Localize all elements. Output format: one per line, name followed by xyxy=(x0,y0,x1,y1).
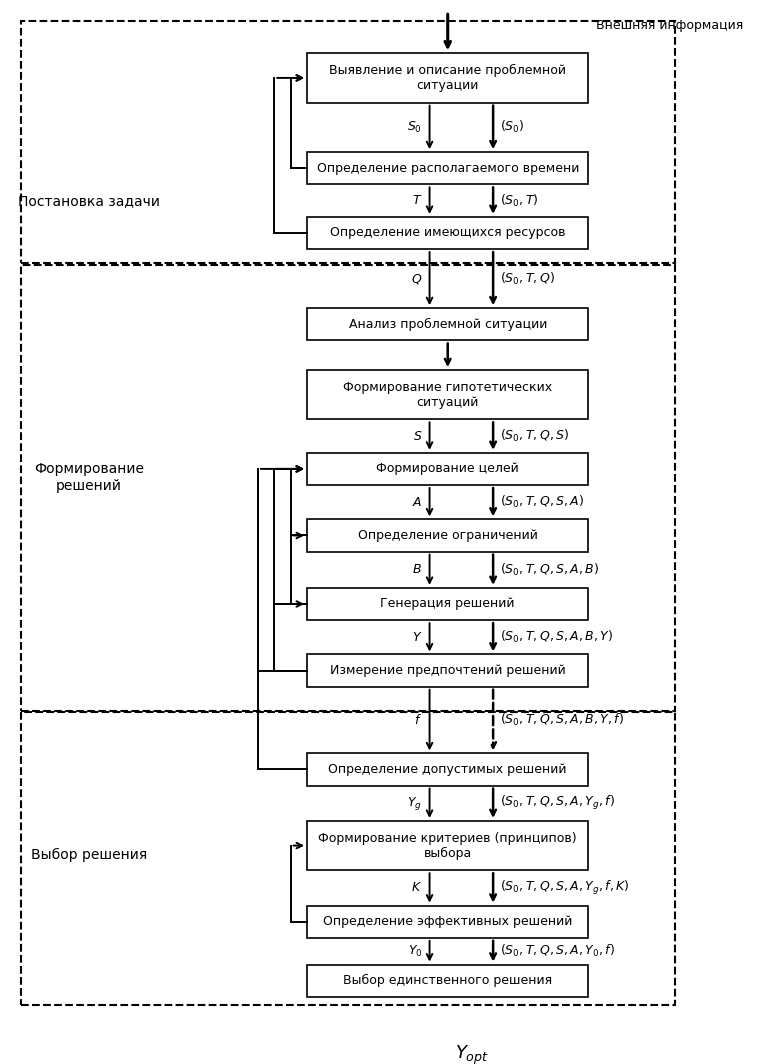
Bar xyxy=(307,654,588,686)
Text: $S$: $S$ xyxy=(413,430,423,443)
Text: Формирование
решений: Формирование решений xyxy=(34,463,144,493)
Bar xyxy=(307,309,588,340)
Text: $(S_0, T, Q, S, A, Y_g, f)$: $(S_0, T, Q, S, A, Y_g, f)$ xyxy=(500,794,616,812)
Text: Определение имеющихся ресурсов: Определение имеющихся ресурсов xyxy=(330,227,565,239)
Bar xyxy=(307,587,588,620)
Bar xyxy=(307,452,588,485)
Bar xyxy=(21,21,675,264)
Bar xyxy=(307,753,588,785)
Text: Генерация решений: Генерация решений xyxy=(381,598,515,611)
Text: $S_0$: $S_0$ xyxy=(407,120,423,135)
Text: Формирование критериев (принципов)
выбора: Формирование критериев (принципов) выбор… xyxy=(318,832,577,860)
Text: Определение ограничений: Определение ограничений xyxy=(358,529,537,542)
Text: $Y_{opt}$: $Y_{opt}$ xyxy=(455,1044,489,1064)
Text: $(S_0, T, Q)$: $(S_0, T, Q)$ xyxy=(500,270,556,286)
Text: $T$: $T$ xyxy=(412,194,423,207)
Text: $(S_0, T, Q, S, A, B, Y, f)$: $(S_0, T, Q, S, A, B, Y, f)$ xyxy=(500,712,625,728)
Text: $(S_0, T)$: $(S_0, T)$ xyxy=(500,193,539,209)
Text: Выбор единственного решения: Выбор единственного решения xyxy=(344,975,553,987)
Text: Определение эффективных решений: Определение эффективных решений xyxy=(323,915,572,928)
Bar xyxy=(307,53,588,102)
Bar xyxy=(21,713,675,1005)
Bar xyxy=(307,370,588,419)
Text: Определение допустимых решений: Определение допустимых решений xyxy=(328,763,567,776)
Text: Постановка задачи: Постановка задачи xyxy=(18,195,160,209)
Text: $Y$: $Y$ xyxy=(412,631,423,644)
Bar xyxy=(307,820,588,870)
Text: $(S_0, T, Q, S, A, Y_0, f)$: $(S_0, T, Q, S, A, Y_0, f)$ xyxy=(500,943,616,960)
Text: $Q$: $Q$ xyxy=(411,271,423,285)
Text: $(S_0, T, Q, S, A, B)$: $(S_0, T, Q, S, A, B)$ xyxy=(500,562,600,578)
Text: $Y_0$: $Y_0$ xyxy=(407,944,423,959)
Text: Измерение предпочтений решений: Измерение предпочтений решений xyxy=(330,664,565,677)
Bar xyxy=(307,964,588,997)
Bar xyxy=(307,519,588,551)
Text: $(S_0)$: $(S_0)$ xyxy=(500,119,525,135)
Text: Определение располагаемого времени: Определение располагаемого времени xyxy=(316,162,579,174)
Text: $Y_g$: $Y_g$ xyxy=(407,795,423,812)
Text: Анализ проблемной ситуации: Анализ проблемной ситуации xyxy=(349,318,547,331)
Bar xyxy=(21,265,675,711)
Text: $(S_0, T, Q, S)$: $(S_0, T, Q, S)$ xyxy=(500,428,569,444)
Text: $K$: $K$ xyxy=(411,881,423,895)
Text: Формирование целей: Формирование целей xyxy=(376,463,519,476)
Text: $A$: $A$ xyxy=(412,496,423,509)
Text: $B$: $B$ xyxy=(413,563,423,577)
Bar xyxy=(307,217,588,249)
Bar xyxy=(307,152,588,184)
Text: $(S_0, T, Q, S, A)$: $(S_0, T, Q, S, A)$ xyxy=(500,494,584,511)
Text: Внешняя информация: Внешняя информация xyxy=(596,19,743,32)
Text: Выбор решения: Выбор решения xyxy=(31,848,147,862)
Text: Формирование гипотетических
ситуаций: Формирование гипотетических ситуаций xyxy=(344,381,553,409)
Text: Выявление и описание проблемной
ситуации: Выявление и описание проблемной ситуации xyxy=(329,64,566,92)
Text: $f$: $f$ xyxy=(414,713,423,727)
Text: $(S_0, T, Q, S, A, B, Y)$: $(S_0, T, Q, S, A, B, Y)$ xyxy=(500,629,613,646)
Bar xyxy=(307,905,588,937)
Text: $(S_0, T, Q, S, A, Y_g, f, K)$: $(S_0, T, Q, S, A, Y_g, f, K)$ xyxy=(500,879,630,897)
